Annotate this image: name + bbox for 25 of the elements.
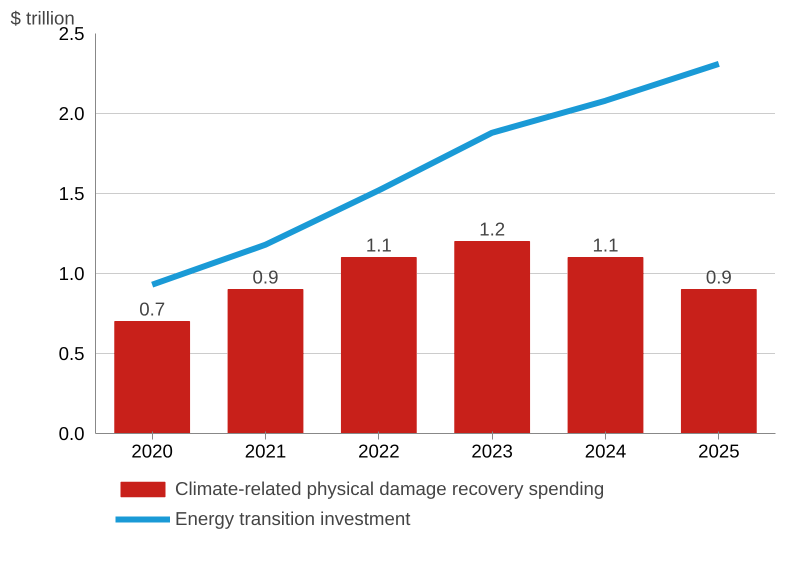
bar [568,257,644,434]
bar [680,289,757,434]
x-tick-label: 2025 [698,440,740,462]
legend-label: Climate-related physical damage recovery spending [175,478,604,500]
bar [454,241,530,434]
legend-label: Energy transition investment [175,508,410,530]
data-label: 1.2 [479,218,506,240]
data-label: 1.1 [592,234,618,256]
y-tick-label: 0.5 [58,343,85,364]
x-tick-label: 2023 [471,440,513,462]
data-label: 0.7 [139,298,166,320]
bar [114,321,190,434]
y-tick-label: 1.0 [58,263,85,284]
x-tick-label: 2020 [131,440,173,462]
data-label: 1.1 [366,234,392,256]
bar [340,257,417,434]
data-label: 0.9 [252,266,278,288]
bar [228,289,304,434]
y-tick-label: 0.0 [58,423,85,444]
x-tick-label: 2024 [584,440,626,462]
x-tick-label: 2021 [244,440,286,462]
y-tick-label: 2.0 [58,103,85,124]
x-tick-label: 2022 [358,440,400,462]
y-tick-label: 1.5 [58,183,85,204]
data-label: 0.9 [706,266,732,288]
